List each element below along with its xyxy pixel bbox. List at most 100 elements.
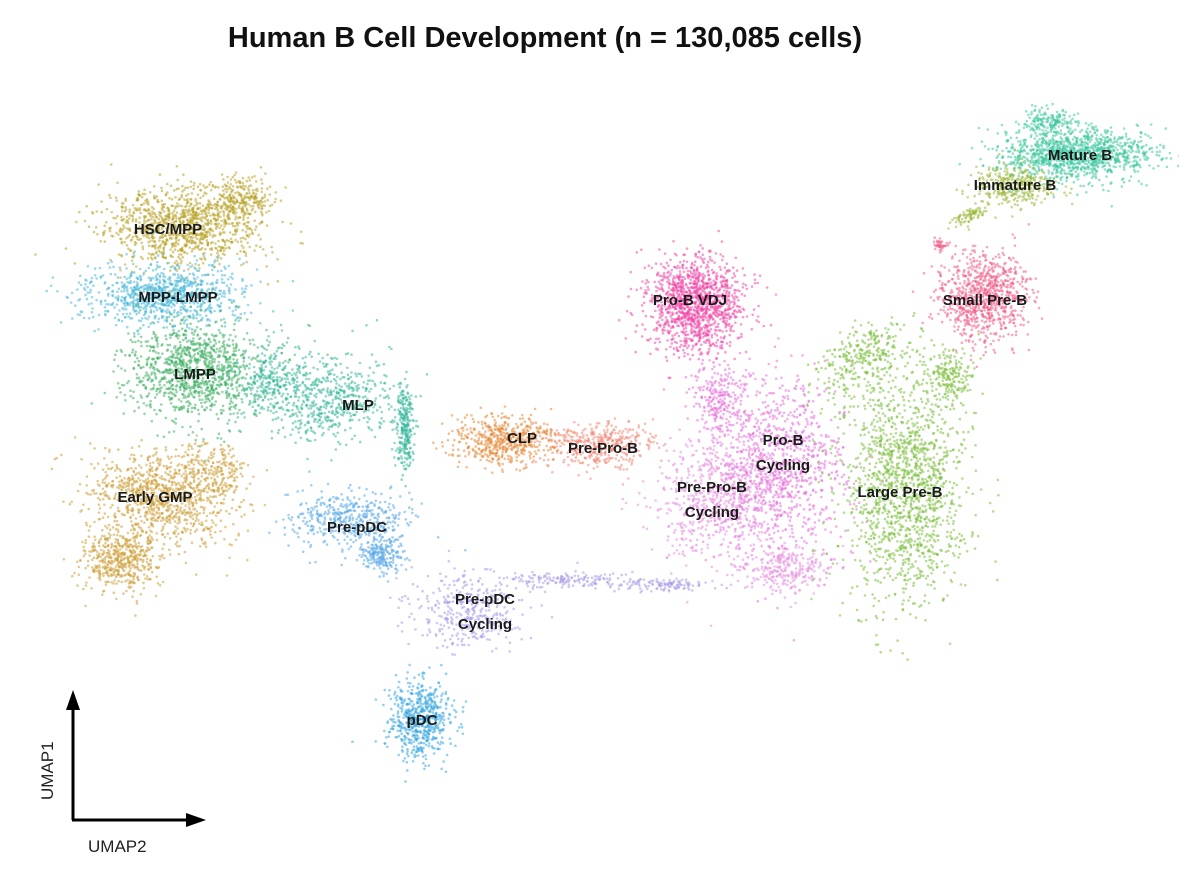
data-point — [100, 534, 104, 538]
data-point — [220, 363, 224, 367]
data-point — [245, 318, 249, 321]
data-point — [198, 248, 201, 251]
data-point — [99, 548, 103, 552]
data-point — [224, 247, 228, 250]
data-point — [123, 477, 126, 480]
data-point — [116, 563, 119, 567]
data-point — [111, 293, 114, 297]
data-point — [120, 556, 123, 559]
data-point — [177, 255, 180, 259]
data-point — [176, 202, 179, 205]
data-point — [200, 350, 203, 354]
data-point — [238, 221, 241, 225]
data-point — [137, 339, 140, 343]
data-point — [230, 207, 233, 211]
data-point — [234, 305, 238, 308]
data-point — [168, 553, 172, 556]
data-point — [210, 476, 213, 480]
data-point — [150, 530, 153, 534]
data-point — [230, 189, 234, 193]
data-point — [178, 360, 181, 363]
data-point — [97, 511, 101, 514]
data-point — [207, 199, 210, 202]
data-point — [149, 399, 152, 403]
data-point — [206, 476, 209, 480]
data-point — [156, 272, 159, 276]
data-point — [174, 356, 177, 360]
data-point — [92, 284, 95, 288]
data-point — [191, 430, 195, 434]
data-point — [208, 324, 211, 327]
data-point — [140, 241, 143, 245]
data-point — [152, 244, 155, 248]
data-point — [113, 494, 117, 498]
data-point — [226, 386, 230, 390]
data-point — [237, 391, 241, 395]
data-point — [182, 510, 186, 513]
data-point — [193, 396, 196, 399]
data-point — [137, 464, 141, 467]
data-point — [157, 249, 161, 252]
data-point — [203, 408, 207, 412]
data-point — [148, 539, 152, 542]
data-point — [181, 190, 184, 193]
data-point — [174, 542, 178, 546]
data-point — [152, 516, 155, 520]
data-point — [253, 201, 256, 204]
data-point — [113, 497, 116, 500]
data-point — [174, 388, 178, 392]
data-point — [118, 565, 122, 569]
data-point — [217, 375, 221, 379]
data-point — [223, 274, 227, 277]
data-point — [84, 541, 87, 545]
data-point — [222, 502, 225, 505]
data-point — [204, 247, 207, 251]
data-point — [127, 332, 130, 335]
data-point — [226, 422, 229, 425]
data-point — [195, 501, 198, 505]
data-point — [175, 216, 178, 220]
data-point — [150, 513, 154, 516]
data-point — [197, 320, 200, 323]
data-point — [166, 343, 169, 347]
data-point — [229, 183, 233, 186]
data-point — [113, 358, 116, 362]
data-point — [249, 311, 253, 315]
data-point — [165, 380, 169, 384]
data-point — [92, 556, 96, 559]
data-point — [92, 570, 96, 574]
data-point — [160, 529, 163, 532]
data-point — [198, 492, 201, 496]
data-point — [149, 565, 153, 569]
data-point — [120, 580, 123, 584]
data-point — [189, 359, 193, 363]
data-point — [231, 310, 235, 313]
data-point — [228, 556, 231, 560]
data-point — [131, 595, 134, 598]
data-point — [250, 231, 254, 235]
data-point — [220, 466, 223, 470]
data-point — [226, 383, 230, 386]
data-point — [209, 451, 213, 454]
data-point — [127, 544, 130, 548]
data-point — [158, 462, 162, 466]
chart-title: Human B Cell Development (n = 130,085 ce… — [227, 22, 863, 54]
data-point — [113, 306, 116, 309]
data-point — [154, 244, 157, 247]
data-point — [165, 337, 168, 341]
data-point — [125, 215, 129, 219]
data-point — [181, 392, 184, 396]
data-point — [221, 477, 225, 480]
data-point — [115, 231, 118, 235]
data-point — [172, 273, 175, 276]
data-point — [131, 546, 134, 549]
data-point — [145, 531, 148, 534]
data-point — [228, 210, 231, 213]
data-point — [202, 498, 205, 502]
data-point — [109, 272, 113, 276]
data-point — [188, 246, 191, 249]
data-point — [161, 255, 165, 259]
data-point — [203, 186, 207, 190]
data-point — [126, 511, 130, 514]
data-point — [147, 252, 151, 255]
